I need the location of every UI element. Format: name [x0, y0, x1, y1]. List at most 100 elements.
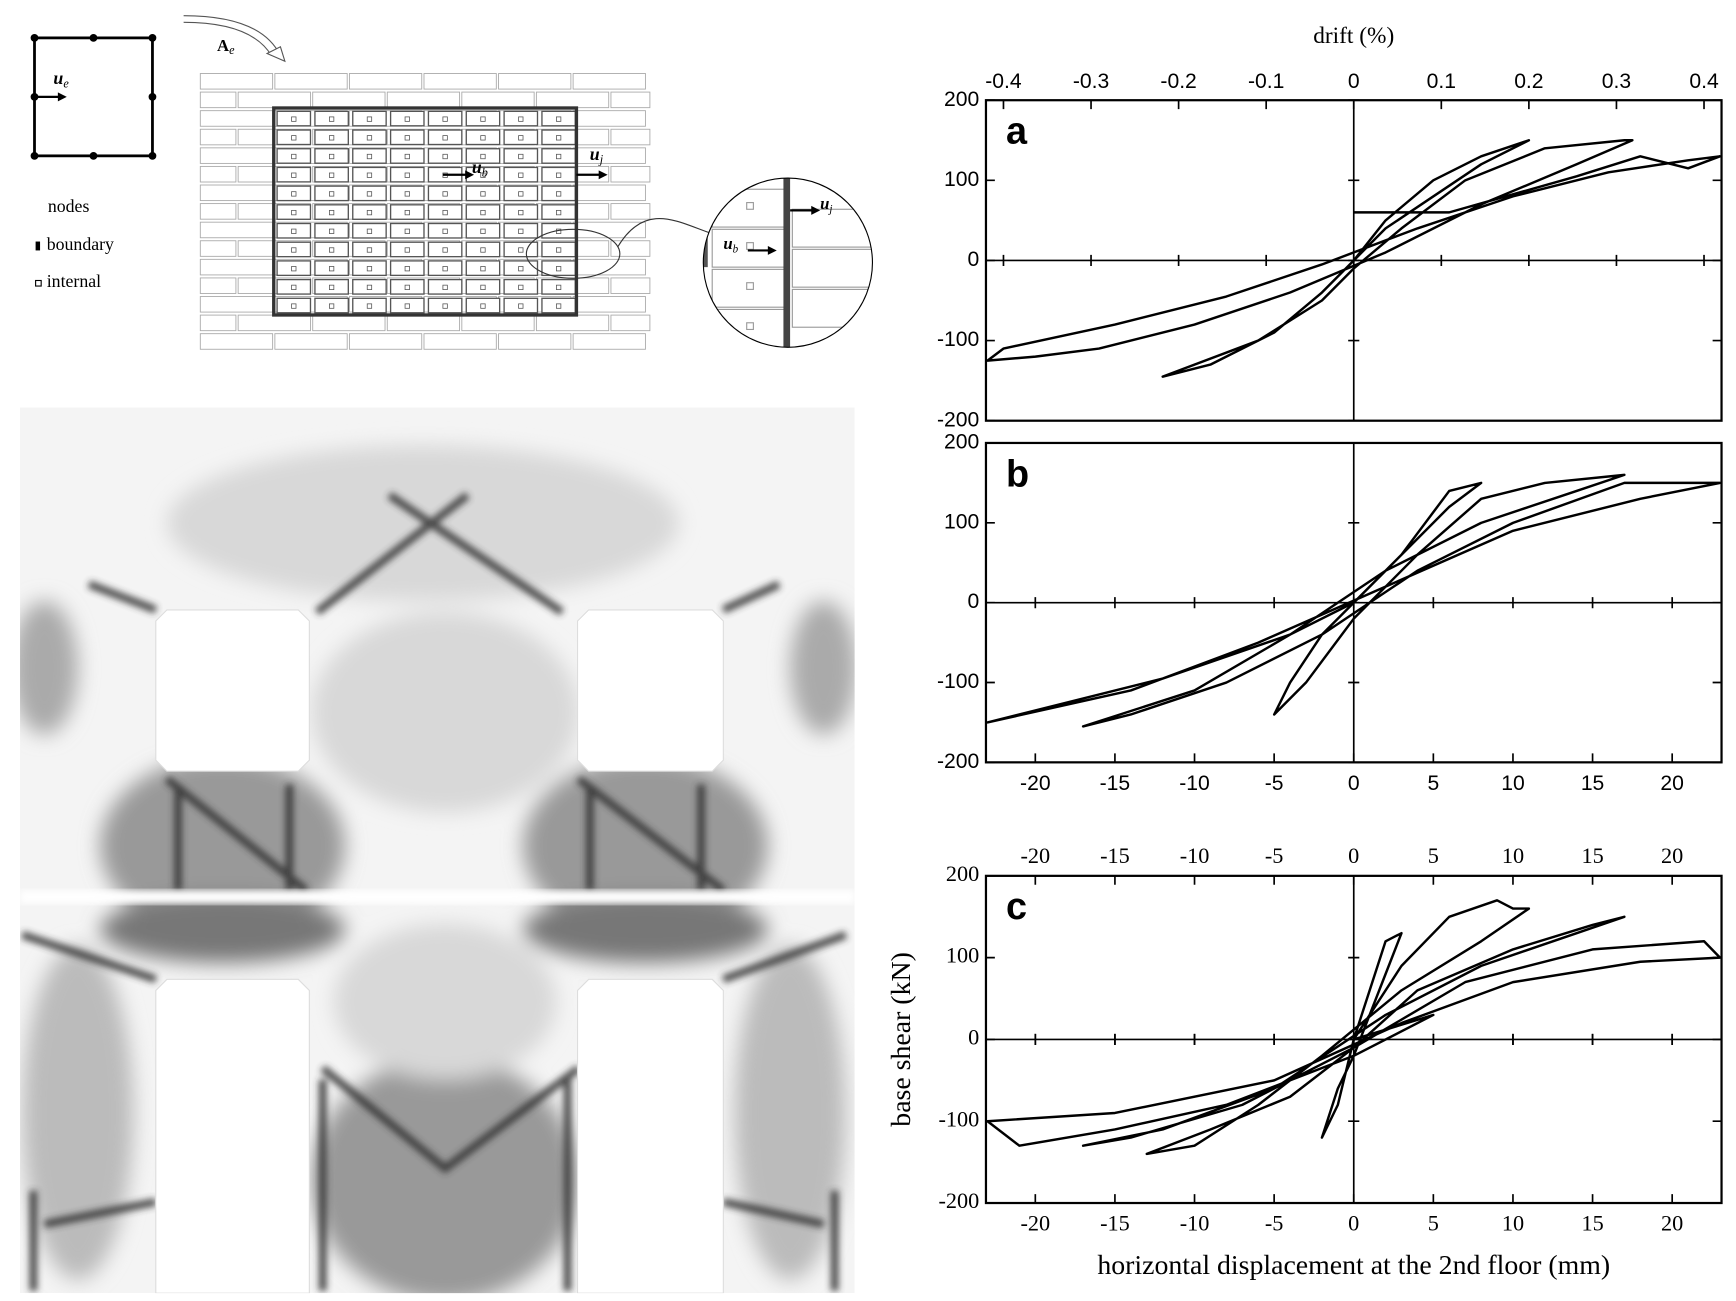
block: [503, 204, 539, 220]
y-tick-label: 0: [968, 1025, 979, 1050]
internal-node: [442, 228, 448, 234]
block: [427, 110, 463, 127]
internal-node: [366, 116, 373, 122]
block: [541, 185, 576, 202]
x-tick-label: 5: [1427, 772, 1439, 795]
x2-tick-label: -5: [1265, 843, 1284, 868]
x2-tick-label: -0.4: [985, 70, 1022, 93]
x-tick-label: 0: [1348, 772, 1360, 795]
x-tick-label: -10: [1180, 1210, 1210, 1235]
internal-node: [291, 303, 297, 309]
block: [427, 260, 463, 277]
block: [389, 185, 425, 202]
internal-node: [518, 266, 524, 272]
arrowhead: [265, 46, 286, 63]
x2-tick-label: -0.3: [1073, 70, 1109, 93]
subscript: b: [733, 243, 739, 255]
x2-tick-label: 0: [1348, 843, 1359, 868]
internal-node: [442, 284, 448, 291]
block: [314, 241, 349, 258]
internal-node: [518, 247, 524, 253]
block: [352, 148, 387, 164]
internal-node: [442, 303, 448, 309]
internal-node: [291, 153, 297, 160]
block: [541, 129, 576, 146]
x-tick-label: 0: [1348, 1210, 1359, 1235]
panel-label: b: [1006, 453, 1029, 495]
internal-icon: [35, 279, 42, 287]
block: [503, 185, 539, 202]
brick: [461, 314, 535, 332]
legend-item: internal: [47, 271, 101, 291]
block: [352, 204, 387, 220]
node: [89, 151, 98, 160]
symbol: u: [723, 234, 732, 253]
internal-node: [404, 266, 410, 272]
x2-tick-label: 5: [1428, 843, 1439, 868]
internal-node: [291, 247, 297, 253]
brick: [199, 296, 274, 313]
block: [541, 278, 576, 295]
block: [276, 166, 312, 183]
block: [503, 110, 539, 127]
curved-arrow: [183, 15, 281, 56]
block: [465, 204, 501, 220]
x2-tick-label: 0.1: [1427, 70, 1456, 93]
block: [314, 110, 349, 127]
brick: [423, 73, 497, 90]
block: [465, 260, 501, 277]
brick: [199, 73, 274, 90]
x2-tick-label: -0.1: [1248, 70, 1284, 93]
internal-node: [556, 135, 562, 141]
block: [389, 222, 425, 239]
internal-node: [556, 116, 562, 122]
internal-node: [366, 247, 373, 253]
internal-node: [480, 228, 486, 234]
zoom-detail: [703, 178, 873, 348]
brick: [535, 91, 610, 109]
block: [465, 110, 501, 127]
brick: [572, 296, 646, 313]
internal-node: [366, 303, 373, 309]
top-axis-title: drift (%): [1313, 23, 1394, 49]
x-tick-label: 20: [1660, 772, 1684, 795]
x-tick-label: 15: [1581, 1210, 1603, 1235]
internal-node: [329, 191, 335, 197]
brick-wall: [199, 73, 651, 350]
internal-node: [291, 116, 297, 122]
block: [276, 222, 312, 239]
x2-tick-label: 0.3: [1602, 70, 1631, 93]
x-tick-label: -5: [1265, 1210, 1284, 1235]
hysteresis-curve: [986, 899, 1722, 1156]
internal-node: [291, 135, 297, 141]
y-tick-label: 0: [968, 248, 980, 271]
panel-label: c: [1006, 886, 1027, 928]
internal-node: [329, 153, 335, 160]
x-tick-label: 10: [1501, 772, 1525, 795]
y-tick-label: -100: [937, 328, 979, 351]
symbol: u: [53, 68, 63, 88]
symbol: u: [820, 194, 829, 213]
internal-node: [329, 209, 335, 216]
x2-tick-label: 0: [1348, 70, 1360, 93]
ue-label: ue: [53, 68, 69, 90]
block: [389, 260, 425, 277]
ub-label: ub: [723, 234, 738, 255]
brick: [348, 73, 423, 90]
uj-label: uj: [590, 144, 604, 166]
internal-node: [442, 153, 448, 160]
brick: [610, 277, 651, 294]
block: [314, 185, 349, 202]
internal-node: [404, 191, 410, 197]
internal-node: [329, 135, 335, 141]
block: [541, 166, 576, 183]
joint-arrow: [442, 170, 608, 180]
node: [30, 33, 39, 42]
internal-node: [404, 153, 410, 160]
brick: [237, 314, 311, 332]
internal-node: [518, 172, 524, 178]
brick: [572, 73, 646, 90]
block: [465, 278, 501, 295]
block: [352, 278, 387, 295]
block: [389, 148, 425, 164]
